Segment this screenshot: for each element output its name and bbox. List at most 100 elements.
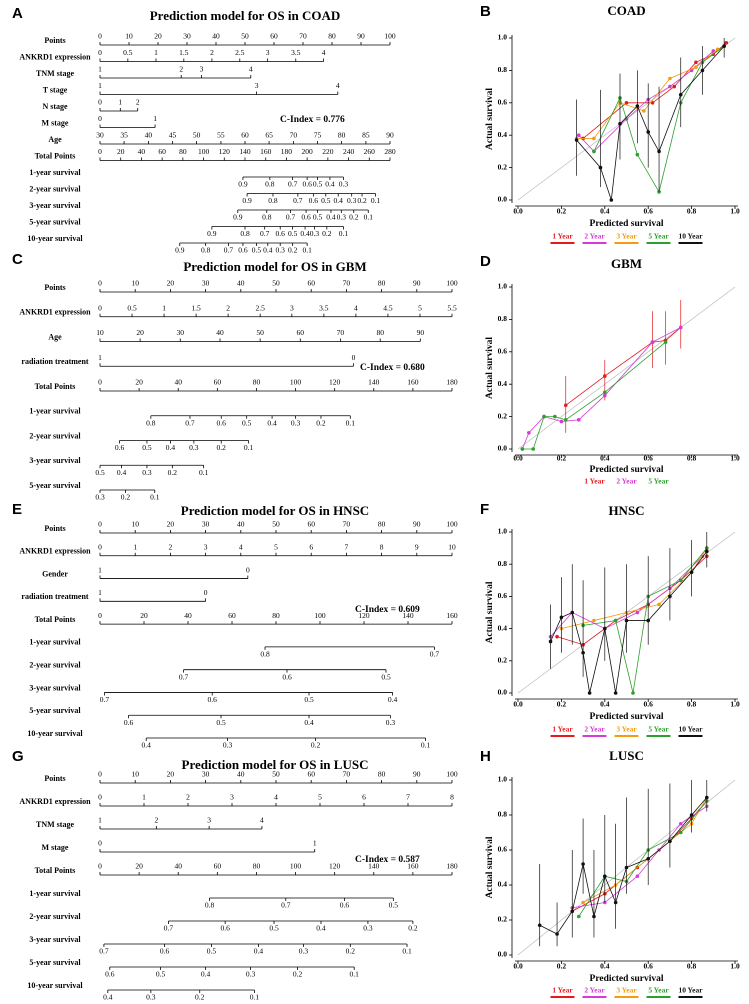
panel-label: G	[12, 748, 24, 765]
tick-label: 2.5	[235, 48, 245, 57]
x-tick-label: 0.2	[557, 454, 567, 463]
tick-label: 0.1	[339, 229, 349, 238]
tick-label: 60	[241, 131, 249, 140]
x-tick-label: 0.8	[687, 962, 697, 971]
tick-label: 0	[98, 770, 102, 779]
tick-label: 8	[380, 542, 384, 551]
tick-label: 260	[364, 147, 376, 156]
tick-label: 1	[313, 839, 317, 848]
tick-label: 0.8	[260, 650, 270, 659]
point	[642, 109, 646, 113]
tick-label: 70	[337, 328, 345, 337]
tick-label: 7	[406, 793, 410, 802]
tick-label: 1	[133, 542, 137, 551]
y-tick-label: 0.4	[498, 379, 508, 388]
point	[559, 419, 564, 424]
tick-label: 0.2	[357, 196, 367, 205]
tick-label: 160	[407, 862, 419, 871]
tick-label: 0.4	[304, 718, 314, 727]
tick-label: 10	[131, 279, 139, 288]
tick-label: 70	[299, 32, 307, 41]
tick-label: 0	[98, 114, 102, 123]
tick-label: 120	[329, 862, 341, 871]
y-tick-label: 0.6	[498, 591, 508, 600]
point	[613, 691, 618, 695]
tick-label: 0.6	[282, 672, 292, 681]
tick-label: 70	[343, 770, 351, 779]
tick-label: 50	[272, 770, 280, 779]
x-tick-label: 0.4	[600, 454, 610, 463]
tick-label: 0.5	[313, 213, 323, 222]
legend-label: 3 Year	[616, 232, 637, 241]
point	[631, 691, 635, 695]
tick-label: 0.5	[127, 303, 137, 312]
tick-label: 3.5	[319, 303, 329, 312]
tick-label: 0.6	[220, 924, 230, 933]
tick-label: 7	[345, 542, 349, 551]
x-tick-label: 0.4	[600, 962, 610, 971]
legend-label: 1 Year	[552, 232, 573, 241]
tick-label: 3	[200, 65, 204, 74]
row-name: 3-year survival	[29, 456, 81, 465]
point	[576, 914, 581, 919]
tick-label: 0	[98, 147, 102, 156]
point	[520, 447, 525, 451]
tick-label: 1.5	[179, 48, 189, 57]
point	[694, 65, 698, 69]
tick-label: 60	[214, 862, 222, 871]
tick-label: 0.3	[347, 196, 357, 205]
tick-label: 0.7	[286, 213, 296, 222]
tick-label: 5.5	[447, 303, 457, 312]
x-tick-label: 0.6	[644, 700, 654, 709]
row-name: 5-year survival	[29, 217, 81, 226]
tick-label: 140	[368, 862, 380, 871]
tick-label: 280	[384, 147, 396, 156]
tick-label: 0.5	[321, 196, 331, 205]
row-name: 10-year survival	[27, 981, 83, 990]
point	[624, 865, 629, 870]
panel-label: C	[12, 251, 23, 268]
y-tick-label: 0.0	[498, 195, 508, 204]
tick-label: 0	[98, 839, 102, 848]
tick-label: 40	[237, 770, 245, 779]
point	[592, 914, 596, 919]
row-name: 1-year survival	[29, 407, 81, 416]
tick-label: 160	[260, 147, 272, 156]
tick-label: 1.5	[191, 303, 201, 312]
point	[700, 68, 705, 73]
point	[704, 549, 709, 554]
tick-label: 50	[193, 131, 201, 140]
tick-label: 65	[265, 131, 273, 140]
tick-label: 9	[415, 542, 419, 551]
x-tick-label: 0.6	[644, 207, 654, 216]
x-tick-label: 0.0	[513, 962, 523, 971]
tick-label: 200	[302, 147, 314, 156]
series-line	[556, 555, 708, 646]
tick-label: 0.4	[201, 970, 211, 979]
series-line	[522, 341, 666, 450]
tick-label: 10	[131, 770, 139, 779]
tick-label: 0.6	[105, 970, 115, 979]
row-name: 3-year survival	[29, 201, 81, 210]
x-tick-label: 0.4	[600, 207, 610, 216]
tick-label: 0.9	[238, 180, 248, 189]
point	[678, 92, 683, 97]
row-name: Total Points	[35, 615, 76, 624]
tick-label: 40	[237, 520, 245, 529]
tick-label: 40	[212, 32, 220, 41]
point	[613, 618, 618, 623]
tick-label: 3	[207, 816, 211, 825]
tick-label: 0.5	[252, 246, 262, 255]
row-name: ANKRD1 expression	[19, 547, 91, 556]
point	[657, 602, 661, 607]
point	[603, 390, 607, 395]
tick-label: 10	[131, 520, 139, 529]
tick-label: 90	[413, 770, 421, 779]
tick-label: 40	[174, 378, 182, 387]
tick-label: 4	[322, 48, 326, 57]
tick-label: 0.4	[334, 196, 344, 205]
annotation: C-Index = 0.587	[355, 855, 420, 865]
point	[592, 136, 596, 141]
tick-label: 0.7	[430, 650, 440, 659]
row-name: Points	[44, 524, 65, 533]
